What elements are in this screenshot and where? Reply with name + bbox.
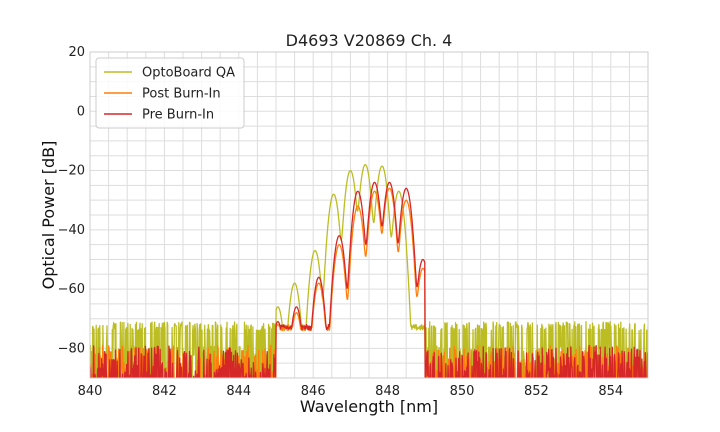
chart-title: D4693 V20869 Ch. 4 [286,31,453,50]
y-axis-label: Optical Power [dB] [39,141,58,290]
x-tick-label: 848 [375,384,400,399]
legend-label: Post Burn-In [142,87,221,102]
plot-frame [89,51,649,379]
series-layer [90,163,648,378]
y-tick-label: −80 [58,341,85,356]
y-tick-label: 20 [68,45,85,60]
legend-box [95,57,245,129]
x-axis-label: Wavelength [nm] [300,397,438,416]
y-tick-label: 0 [77,104,85,119]
y-tick-label: −40 [58,223,85,238]
legend: OptoBoard QA Post Burn-In Pre Burn-In [95,57,245,129]
y-tick-label: −20 [58,164,85,179]
x-tick-label: 854 [598,384,623,399]
y-tick-label: −60 [58,282,85,297]
x-tick-label: 840 [78,384,103,399]
series-line-2 [90,181,648,378]
x-tick-label: 842 [152,384,177,399]
x-tick-label: 852 [524,384,549,399]
y-tick-labels: 20 0 −20 −40 −60 −80 [58,45,85,356]
x-tick-labels: 840 842 844 846 848 850 852 854 [78,384,624,399]
x-tick-label: 844 [226,384,251,399]
legend-label: Pre Burn-In [142,108,214,123]
legend-label: OptoBoard QA [142,66,235,81]
x-tick-label: 846 [301,384,326,399]
x-tick-label: 850 [450,384,475,399]
